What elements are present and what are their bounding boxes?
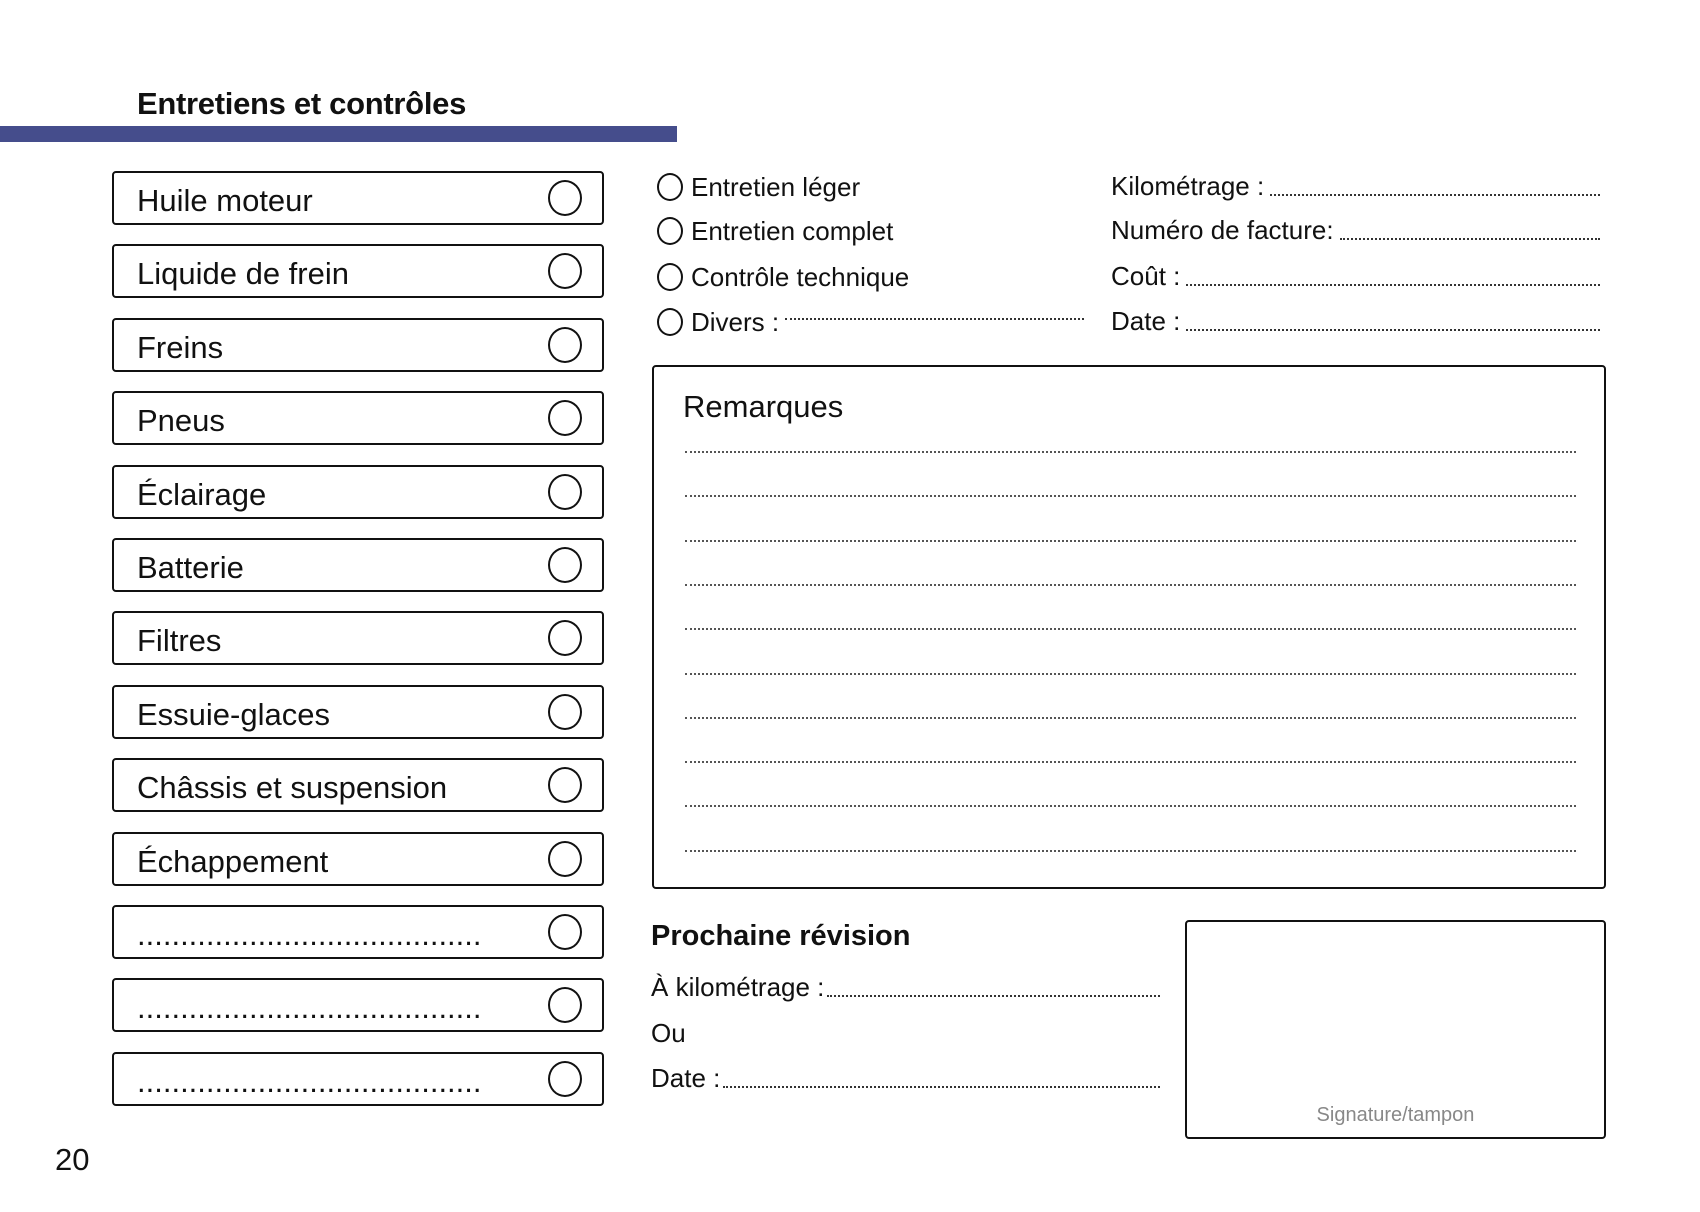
- remarks-line[interactable]: [685, 539, 1576, 542]
- checklist-item-label: ........................................: [137, 917, 482, 952]
- next-date-field[interactable]: Date :: [651, 1063, 1160, 1094]
- radio-circle-icon[interactable]: [657, 308, 683, 336]
- remarks-line[interactable]: [685, 761, 1576, 764]
- remarks-line[interactable]: [685, 716, 1576, 719]
- checklist-item[interactable]: ........................................: [112, 905, 604, 959]
- service-field-input-line[interactable]: [1186, 284, 1600, 286]
- checklist-item-label: Huile moteur: [137, 183, 313, 218]
- service-field-label: Date :: [1111, 306, 1181, 336]
- remarks-line[interactable]: [685, 495, 1576, 498]
- service-field[interactable]: Coût :: [1111, 261, 1600, 292]
- checklist-item[interactable]: Filtres: [112, 611, 604, 666]
- checklist-item[interactable]: ........................................: [112, 1051, 604, 1106]
- next-mileage-input-line[interactable]: [827, 995, 1160, 997]
- next-date-input-line[interactable]: [723, 1086, 1160, 1088]
- service-type-label: Divers :: [691, 306, 780, 337]
- signature-box[interactable]: Signature/tampon: [1185, 920, 1606, 1139]
- service-type-option[interactable]: Entretien complet: [657, 215, 893, 247]
- service-field-input-line[interactable]: [1186, 329, 1600, 331]
- title-underline-bar: [0, 126, 677, 142]
- remarks-line[interactable]: [685, 628, 1576, 631]
- checklist-item-label: ........................................: [137, 990, 482, 1026]
- checklist-item-label: Échappement: [137, 843, 329, 879]
- checkbox-circle-icon[interactable]: [548, 693, 582, 730]
- checkbox-circle-icon[interactable]: [548, 914, 582, 950]
- service-field-input-line[interactable]: [1270, 194, 1600, 196]
- checklist-item-label: Liquide de frein: [137, 256, 349, 292]
- service-field[interactable]: Numéro de facture:: [1111, 215, 1600, 246]
- checklist-item-label: Essuie-glaces: [137, 696, 330, 732]
- next-date-label: Date :: [651, 1063, 721, 1093]
- service-field[interactable]: Kilométrage :: [1111, 171, 1600, 202]
- checkbox-circle-icon[interactable]: [548, 767, 582, 804]
- checkbox-circle-icon[interactable]: [548, 180, 582, 216]
- radio-circle-icon[interactable]: [657, 217, 683, 245]
- service-field[interactable]: Date :: [1111, 306, 1600, 337]
- remarks-box: Remarques: [652, 365, 1606, 889]
- checkbox-circle-icon[interactable]: [548, 840, 582, 877]
- service-field-label: Numéro de facture:: [1111, 215, 1334, 245]
- signature-label: Signature/tampon: [1316, 1104, 1475, 1126]
- service-field-label: Coût :: [1111, 261, 1181, 291]
- checklist-item[interactable]: ........................................: [112, 978, 604, 1033]
- service-type-label: Entretien léger: [691, 171, 861, 202]
- checklist-item[interactable]: Pneus: [112, 391, 604, 446]
- service-type-label: Entretien complet: [691, 215, 894, 246]
- checklist-item-label: Châssis et suspension: [137, 770, 448, 806]
- service-field-label: Kilométrage :: [1111, 171, 1265, 201]
- next-mileage-label: À kilométrage :: [651, 972, 825, 1002]
- page-title: Entretiens et contrôles: [137, 86, 467, 121]
- checkbox-circle-icon[interactable]: [548, 547, 582, 583]
- remarks-line[interactable]: [685, 849, 1576, 852]
- checkbox-circle-icon[interactable]: [548, 1060, 582, 1097]
- page-number: 20: [55, 1142, 90, 1177]
- service-type-option[interactable]: Entretien léger: [657, 171, 860, 203]
- checklist-item-label: Freins: [137, 329, 224, 365]
- checkbox-circle-icon[interactable]: [548, 987, 582, 1024]
- checklist-item-label: Pneus: [137, 403, 225, 439]
- checklist-item-label: ........................................: [137, 1063, 482, 1099]
- or-label: Ou: [651, 1018, 686, 1049]
- checklist-item[interactable]: Essuie-glaces: [112, 684, 604, 739]
- service-field-input-line[interactable]: [1339, 238, 1600, 240]
- remarks-title: Remarques: [683, 389, 844, 424]
- service-type-label: Contrôle technique: [691, 261, 910, 292]
- remarks-line[interactable]: [685, 805, 1576, 808]
- radio-circle-icon[interactable]: [657, 173, 683, 201]
- or-text: Ou: [651, 1018, 686, 1048]
- remarks-line[interactable]: [685, 451, 1576, 453]
- divers-input-line[interactable]: [785, 318, 1084, 320]
- checklist-item[interactable]: Freins: [112, 317, 604, 372]
- checklist-item-label: Filtres: [137, 623, 222, 659]
- checklist-item-label: Batterie: [137, 550, 244, 585]
- radio-circle-icon[interactable]: [657, 263, 683, 291]
- next-mileage-field[interactable]: À kilométrage :: [651, 972, 1160, 1003]
- remarks-line[interactable]: [685, 672, 1576, 675]
- checklist-item[interactable]: Liquide de frein: [112, 244, 604, 299]
- checkbox-circle-icon[interactable]: [548, 620, 582, 657]
- checkbox-circle-icon[interactable]: [548, 400, 582, 437]
- service-type-option[interactable]: Divers :: [657, 306, 1084, 338]
- remarks-line[interactable]: [685, 583, 1576, 586]
- checklist-item-label: Éclairage: [137, 476, 267, 512]
- service-type-option[interactable]: Contrôle technique: [657, 261, 909, 293]
- checklist-item[interactable]: Échappement: [112, 831, 604, 886]
- next-service-title: Prochaine révision: [651, 920, 911, 952]
- checklist-item[interactable]: Batterie: [112, 538, 604, 592]
- checklist-item[interactable]: Éclairage: [112, 464, 604, 519]
- checklist-item[interactable]: Huile moteur: [112, 171, 604, 225]
- checkbox-circle-icon[interactable]: [548, 253, 582, 290]
- checklist-item[interactable]: Châssis et suspension: [112, 758, 604, 813]
- checkbox-circle-icon[interactable]: [548, 326, 582, 363]
- checkbox-circle-icon[interactable]: [548, 473, 582, 510]
